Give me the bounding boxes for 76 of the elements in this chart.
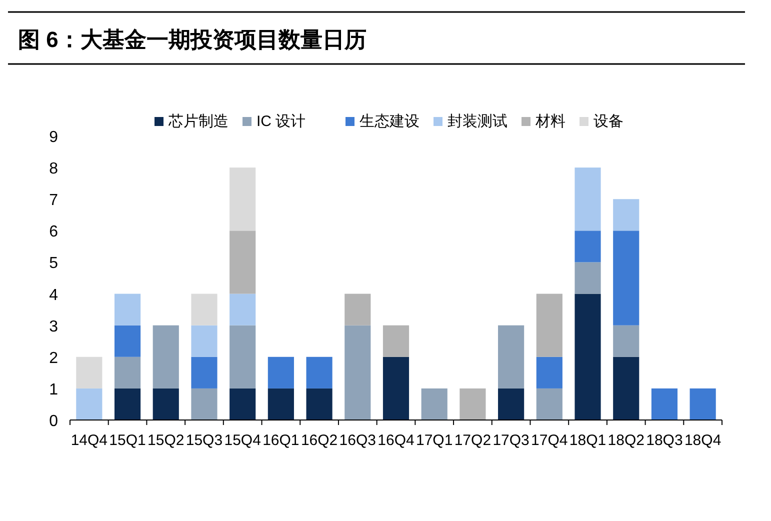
bar	[114, 388, 141, 420]
bar	[690, 388, 716, 420]
x-tick-label: 17Q2	[454, 432, 492, 449]
bar	[268, 388, 294, 420]
bar	[613, 325, 640, 357]
legend-label: 封装测试	[448, 113, 508, 130]
bar	[76, 356, 102, 388]
y-tick-label: 7	[49, 192, 58, 210]
bar	[306, 388, 332, 420]
bar	[306, 356, 332, 388]
bar	[152, 388, 179, 420]
bar	[536, 356, 562, 388]
legend-label: 材料	[534, 113, 566, 130]
bar	[114, 325, 141, 357]
x-tick-label: 18Q2	[608, 432, 644, 449]
y-tick-label: 1	[49, 381, 58, 398]
y-tick-label: 0	[49, 413, 58, 430]
bar	[613, 199, 640, 231]
bar	[268, 356, 294, 388]
x-tick-label: 18Q1	[569, 432, 606, 449]
x-tick-label: 15Q2	[148, 432, 184, 449]
x-tick-label: 15Q3	[186, 432, 223, 449]
bar	[191, 294, 218, 326]
bar	[574, 168, 601, 231]
bar	[230, 230, 256, 294]
legend-label: 生态建设	[360, 113, 420, 130]
x-tick-label: 18Q4	[684, 432, 722, 449]
x-tick-label: 16Q4	[378, 432, 414, 449]
y-tick-label: 3	[49, 318, 58, 336]
x-tick-label: 15Q4	[224, 432, 261, 449]
bar	[536, 388, 562, 420]
bar	[613, 356, 640, 420]
bar	[574, 262, 601, 294]
bar	[230, 325, 256, 388]
bar	[536, 294, 562, 357]
bar	[230, 388, 256, 420]
x-tick-label: 18Q3	[646, 432, 683, 449]
x-tick-label: 17Q3	[492, 432, 530, 449]
bar	[382, 325, 410, 357]
x-tick-label: 16Q3	[339, 432, 376, 449]
x-tick-label: 16Q2	[300, 432, 338, 449]
y-tick-label: 4	[49, 286, 58, 304]
y-tick-label: 2	[49, 350, 58, 367]
bar	[191, 356, 218, 388]
bar	[114, 294, 141, 326]
bar	[344, 325, 371, 420]
y-tick-label: 8	[49, 160, 58, 178]
bar	[191, 325, 218, 357]
bar	[651, 388, 678, 420]
x-tick-label: 14Q4	[70, 432, 108, 449]
x-tick-label: 17Q4	[531, 432, 568, 449]
y-tick-label: 9	[49, 129, 58, 146]
bar	[230, 294, 256, 326]
bar	[574, 294, 601, 420]
x-tick-label: 16Q1	[262, 432, 300, 449]
x-tick-label: 17Q1	[416, 432, 453, 449]
bar	[344, 294, 371, 326]
legend-label: 芯片制造	[168, 113, 228, 130]
bar	[460, 388, 486, 420]
bar	[191, 388, 218, 420]
bar	[613, 230, 640, 326]
bar	[152, 325, 179, 388]
bar	[382, 356, 410, 420]
bar	[230, 168, 256, 231]
legend-label: IC 设计	[256, 113, 306, 130]
bar	[114, 356, 141, 388]
bar	[498, 388, 524, 420]
y-tick-label: 6	[49, 224, 58, 241]
bar	[574, 230, 601, 262]
y-tick-label: 5	[49, 255, 58, 272]
x-tick-label: 15Q1	[109, 432, 146, 449]
bar	[76, 388, 102, 420]
bar	[421, 388, 448, 420]
bar	[498, 325, 524, 388]
legend-label: 设备	[594, 113, 624, 130]
chart-title: 图 6：大基金一期投资项目数量日历	[18, 27, 366, 52]
